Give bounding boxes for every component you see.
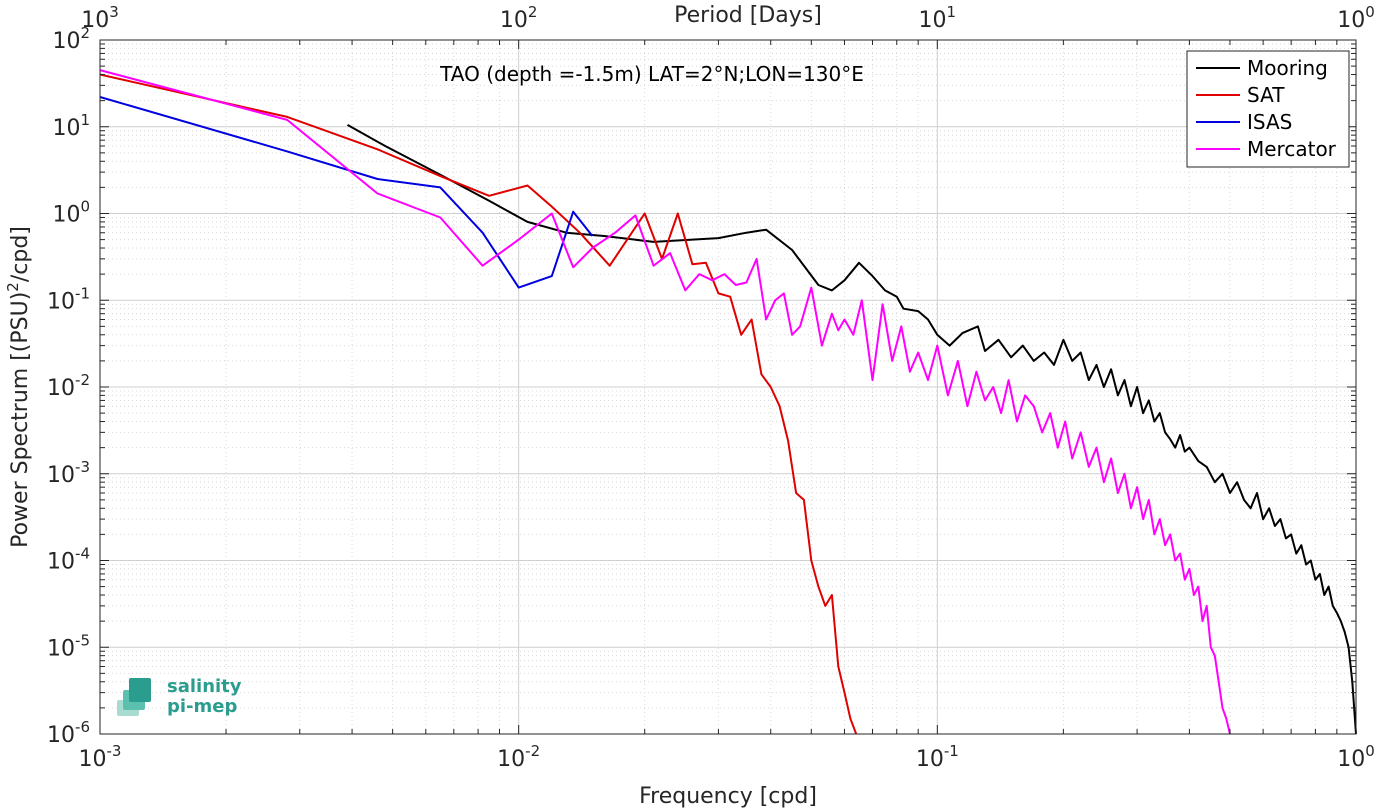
y-tick-label-base: 10	[52, 203, 80, 228]
y-tick-label-base: 10	[47, 289, 75, 314]
x-tick-label: 10-2	[497, 742, 540, 772]
logo-line-2: pi-mep	[167, 696, 237, 717]
y-axis-label: Power Spectrum [(PSU)2/cpd]	[4, 226, 33, 548]
y-tick-label: 10-1	[47, 284, 90, 314]
x-tick-label: 10-3	[79, 742, 122, 772]
x-tick-label-exp: -2	[525, 742, 540, 760]
y-tick-label: 102	[52, 24, 90, 54]
series-line-mercator	[99, 69, 1231, 735]
legend-label-mercator: Mercator	[1247, 137, 1337, 161]
y-axis-label-tail: /cpd]	[8, 226, 33, 282]
y-tick-label-exp: -2	[75, 371, 90, 389]
y-tick-label-exp: -4	[75, 545, 90, 563]
x-top-tick-labels: 103 102 101 100	[81, 3, 1375, 33]
y-tick-label: 10-2	[47, 371, 90, 401]
y-tick-label-base: 10	[47, 550, 75, 575]
x-tick-label: 100	[1337, 742, 1375, 772]
x-top-tick-label-exp: 3	[109, 3, 119, 21]
x-top-tick-label: 102	[500, 3, 538, 33]
series-line-isas	[99, 96, 594, 289]
wave-layers-icon	[117, 678, 151, 716]
logo-line-1: salinity	[167, 676, 242, 697]
y-tick-label-base: 10	[47, 463, 75, 488]
legend-label-mooring: Mooring	[1247, 56, 1328, 80]
x-tick-label: 10-1	[916, 742, 959, 772]
minor-grid	[100, 40, 1356, 734]
x-top-tick-label-base: 10	[81, 8, 109, 33]
x-top-tick-label-base: 10	[500, 8, 528, 33]
x-tick-label-exp: -3	[107, 742, 122, 760]
y-tick-label: 10-6	[47, 718, 90, 748]
x-top-tick-label: 101	[919, 3, 957, 33]
x-top-tick-label-exp: 2	[528, 3, 538, 21]
y-tick-label-base: 10	[47, 723, 75, 748]
y-tick-label-base: 10	[52, 116, 80, 141]
y-tick-label-exp: 0	[80, 198, 90, 216]
y-tick-label-base: 10	[47, 376, 75, 401]
tick-marks	[99, 39, 1357, 735]
y-tick-label: 100	[52, 198, 90, 228]
series-line-mooring	[347, 124, 1357, 735]
y-tick-label-exp: -5	[75, 631, 90, 649]
y-tick-label-exp: 2	[80, 24, 90, 42]
x-tick-labels: 10-3 10-2 10-1 100	[79, 742, 1375, 772]
x-tick-label-base: 10	[1337, 747, 1365, 772]
series-layer	[99, 69, 1357, 735]
x-top-tick-label-base: 10	[919, 8, 947, 33]
x-top-tick-label-exp: 1	[947, 3, 957, 21]
y-tick-label: 101	[52, 111, 90, 141]
y-tick-label-exp: -1	[75, 284, 90, 302]
x-tick-label-base: 10	[79, 747, 107, 772]
y-axis-label-main: Power Spectrum [(PSU)	[8, 292, 33, 548]
y-tick-label-exp: -6	[75, 718, 90, 736]
x-top-tick-label-base: 10	[1337, 8, 1365, 33]
x-top-axis-label: Period [Days]	[674, 3, 822, 28]
salinity-pimep-logo: salinity pi-mep	[117, 676, 242, 717]
x-tick-label-base: 10	[916, 747, 944, 772]
series-line-sat	[99, 73, 858, 735]
y-tick-label: 10-3	[47, 458, 90, 488]
x-tick-label-exp: -1	[944, 742, 959, 760]
x-top-tick-label: 103	[81, 3, 119, 33]
x-tick-label-base: 10	[497, 747, 525, 772]
y-tick-label-exp: 1	[80, 111, 90, 129]
legend-label-isas: ISAS	[1247, 110, 1292, 134]
chart-annotation: TAO (depth =-1.5m) LAT=2°N;LON=130°E	[439, 62, 864, 86]
y-tick-label: 10-4	[47, 545, 90, 575]
legend: Mooring SAT ISAS Mercator	[1186, 50, 1350, 168]
x-tick-label-exp: 0	[1365, 742, 1375, 760]
x-axis-label: Frequency [cpd]	[639, 784, 817, 809]
y-tick-label-exp: -3	[75, 458, 90, 476]
y-tick-label-base: 10	[47, 636, 75, 661]
y-axis-label-sup: 2	[4, 282, 22, 292]
y-tick-label: 10-5	[47, 631, 90, 661]
y-tick-label-base: 10	[52, 29, 80, 54]
legend-box	[1186, 50, 1350, 168]
x-top-tick-label: 100	[1337, 3, 1375, 33]
x-top-tick-label-exp: 0	[1365, 3, 1375, 21]
legend-label-sat: SAT	[1247, 83, 1285, 107]
